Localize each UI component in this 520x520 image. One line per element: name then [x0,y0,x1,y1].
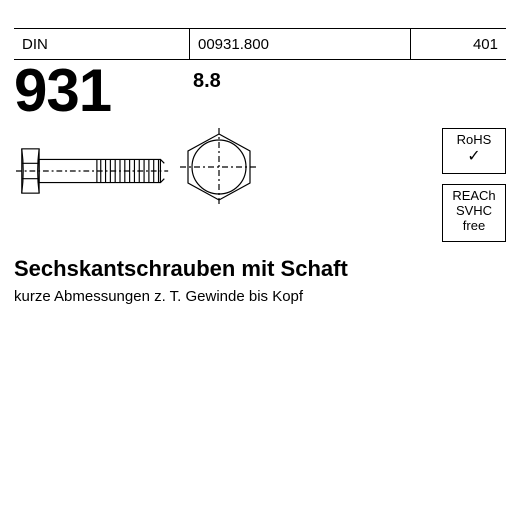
din-number: 931 [14,56,111,125]
rohs-label: RoHS [443,133,505,148]
rohs-badge: RoHS ✓ [442,128,506,174]
check-icon: ✓ [443,148,505,166]
header-cell-code: 00931.800 [190,29,411,59]
strength-grade: 8.8 [193,70,221,93]
bolt-side-view [16,140,172,207]
reach-badge: REACh SVHC free [442,184,506,242]
reach-label-3: free [443,219,505,234]
reach-label-1: REACh [443,189,505,204]
product-subtitle: kurze Abmessungen z. T. Gewinde bis Kopf [14,288,303,305]
reach-label-2: SVHC [443,204,505,219]
bolt-hex-front-view [180,128,258,211]
page: DIN 00931.800 401 931 8.8 [0,0,520,520]
product-title: Sechskantschrauben mit Schaft [14,256,348,282]
header-cell-number: 401 [411,29,506,59]
header-cell-din: DIN [14,29,190,59]
